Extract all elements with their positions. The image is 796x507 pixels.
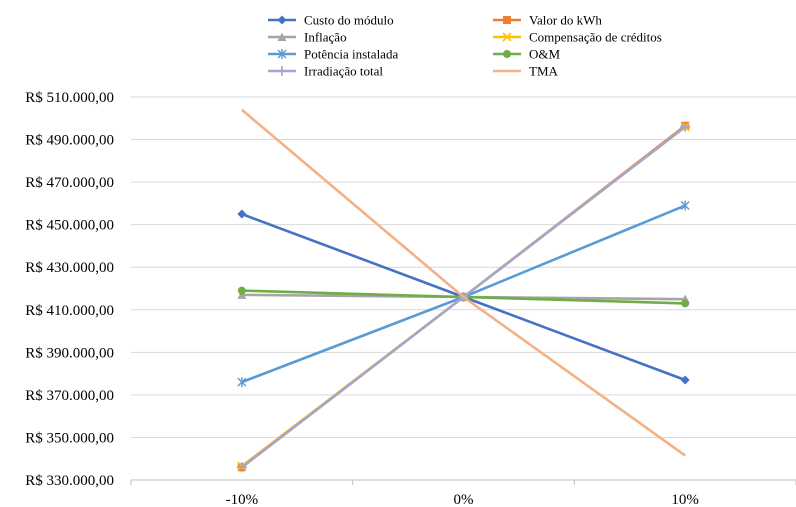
x-axis: -10% 0% 10% — [130, 479, 796, 507]
y-tick-label: R$ 410.000,00 — [25, 303, 114, 319]
x-tick-label: 0% — [454, 492, 474, 507]
legend-marker — [277, 66, 287, 76]
legend-marker — [277, 15, 287, 25]
legend-entry-compensacao-de-creditos: Compensação de créditos — [493, 30, 662, 45]
legend-marker — [503, 16, 511, 24]
y-tick-label: R$ 350.000,00 — [25, 430, 114, 446]
y-tick-label: R$ 390.000,00 — [25, 345, 114, 361]
data-point — [681, 299, 690, 308]
legend-marker — [277, 49, 287, 59]
legend-label: O&M — [529, 47, 561, 62]
x-tick-label: 10% — [671, 492, 699, 507]
grid-lines — [131, 96, 796, 481]
legend-label: Custo do módulo — [304, 13, 394, 28]
legend-label: Potência instalada — [304, 47, 398, 62]
data-point — [237, 290, 247, 299]
data-point — [680, 375, 690, 385]
legend-marker — [503, 50, 511, 58]
legend-entry-custo-do-modulo: Custo do módulo — [268, 13, 394, 28]
legend-entry-tma: TMA — [493, 64, 559, 79]
series-tma — [240, 108, 686, 457]
legend-label: Inflação — [304, 30, 347, 45]
legend-label: Compensação de créditos — [529, 30, 662, 45]
series-layer — [236, 108, 691, 473]
y-tick-label: R$ 450.000,00 — [25, 218, 114, 234]
legend-entry-o-m: O&M — [493, 47, 561, 62]
legend-label: Valor do kWh — [529, 13, 602, 28]
data-point — [237, 286, 246, 295]
legend-marker — [502, 32, 512, 42]
y-tick-label: R$ 490.000,00 — [25, 133, 114, 149]
legend-label: Irradiação total — [304, 64, 383, 79]
legend-marker — [277, 32, 287, 41]
data-point — [680, 200, 690, 211]
data-point — [680, 121, 691, 132]
legend-entry-potencia-instalada: Potência instalada — [268, 47, 398, 62]
y-axis: R$ 330.000,00 R$ 350.000,00 R$ 370.000,00 R… — [25, 90, 114, 489]
legend: Custo do módulo Valor do kWh Inflação Compe… — [268, 13, 662, 79]
x-tick-label: -10% — [226, 492, 259, 507]
data-point — [237, 209, 247, 219]
legend-entry-irradiacao-total: Irradiação total — [268, 64, 383, 79]
series-line — [240, 108, 686, 457]
y-tick-label: R$ 330.000,00 — [25, 473, 114, 489]
y-tick-label: R$ 370.000,00 — [25, 388, 114, 404]
data-point — [236, 462, 247, 473]
y-tick-label: R$ 470.000,00 — [25, 175, 114, 191]
data-point — [237, 377, 247, 388]
legend-label: TMA — [529, 64, 559, 79]
legend-entry-valor-do-kwh: Valor do kWh — [493, 13, 602, 28]
y-tick-label: R$ 510.000,00 — [25, 90, 114, 106]
legend-entry-inflacao: Inflação — [268, 30, 347, 45]
y-tick-label: R$ 430.000,00 — [25, 260, 114, 276]
